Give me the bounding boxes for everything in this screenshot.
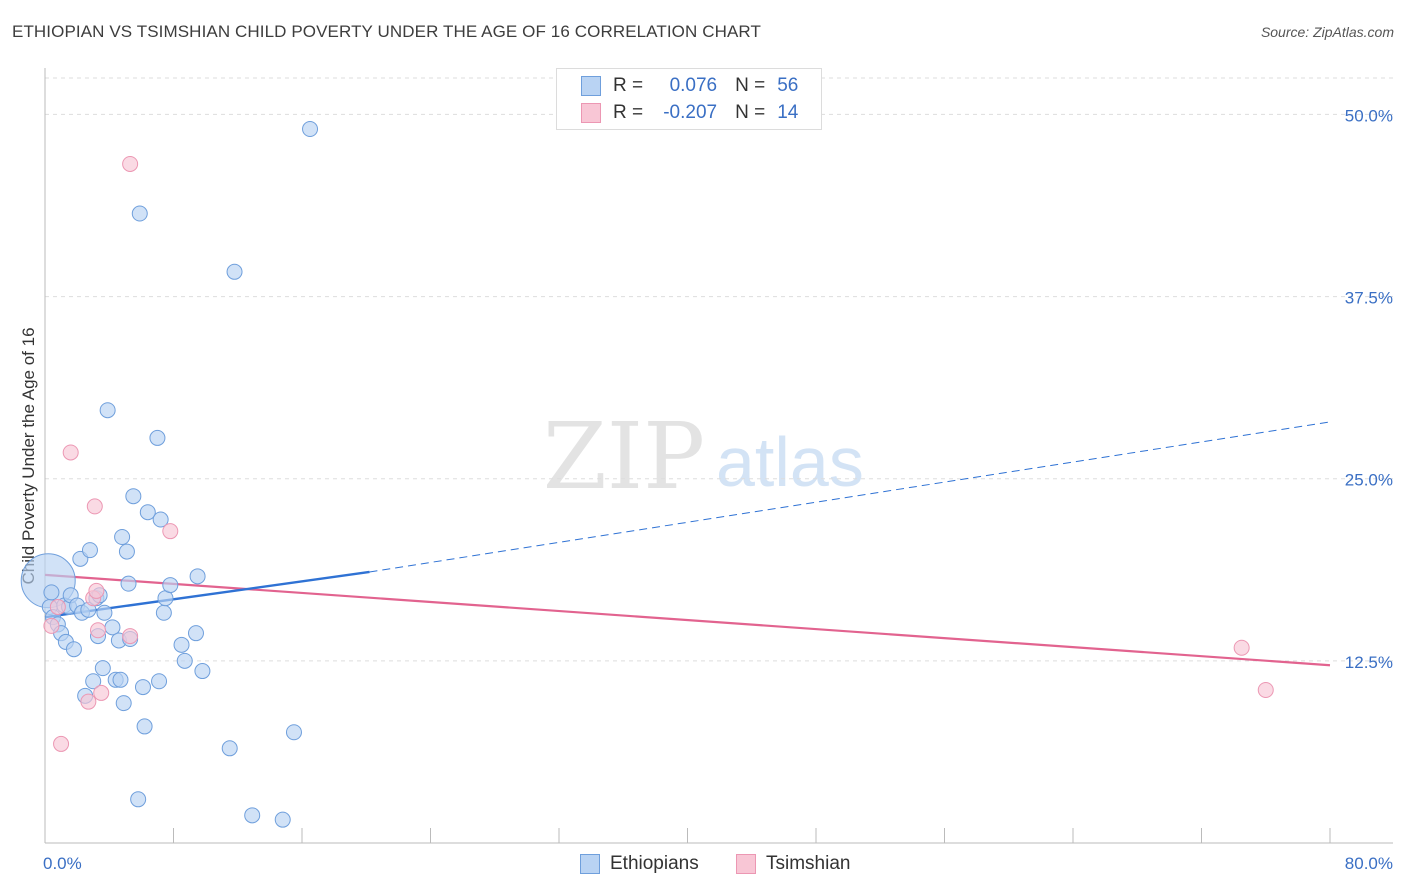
ethiopians-point <box>120 575 137 592</box>
legend-r-label: R = <box>613 102 644 123</box>
ethiopians-point <box>85 673 102 690</box>
y-tick-label: 50.0% <box>1345 106 1393 125</box>
tsimshian-point <box>1233 639 1250 656</box>
ethiopians-point <box>194 663 211 680</box>
legend-r-value: 0.076 <box>669 75 718 96</box>
chart-title: ETHIOPIAN VS TSIMSHIAN CHILD POVERTY UND… <box>12 22 761 41</box>
tsimshian-trend-line <box>44 573 1331 667</box>
y-tick-label: 37.5% <box>1345 289 1393 308</box>
tsimshian-point <box>1257 682 1274 698</box>
ethiopians-point <box>176 652 193 669</box>
ethiopians-point <box>114 529 131 545</box>
axes <box>44 68 1393 844</box>
watermark-zip: ZIP <box>543 403 705 510</box>
ethiopians-point <box>136 718 153 735</box>
tsimshian-point <box>88 582 105 599</box>
ethiopians-point <box>96 604 113 621</box>
tick-labels: 12.5% 25.0% 37.5% 50.0% 0.0% 80.0% <box>43 106 1393 873</box>
ethiopians-point <box>162 577 179 594</box>
legend-n-label: N = <box>735 75 766 96</box>
y-tick-label: 25.0% <box>1345 471 1393 490</box>
bottom-legend-swatch-ethiopians <box>580 854 600 874</box>
ethiopians-point <box>130 791 147 808</box>
bottom-legend-ethiopians: Ethiopians <box>580 852 699 876</box>
ethiopians-point <box>125 488 142 505</box>
legend-n-value: 56 <box>777 75 799 96</box>
ethiopians-point <box>131 205 148 222</box>
legend-swatch-tsimshian <box>581 103 601 123</box>
ethiopians-point <box>173 636 190 653</box>
ethiopians-point <box>139 504 156 521</box>
gridlines <box>45 77 1393 662</box>
correlation-legend: R = 0.076 N = 56 R = -0.207 N = 14 <box>556 68 822 130</box>
legend-swatch-ethiopians <box>581 76 601 96</box>
tsimshian-point <box>86 498 103 515</box>
bottom-legend-label-tsimshian: Tsimshian <box>766 853 851 874</box>
bottom-legend-tsimshian: Tsimshian <box>736 852 850 876</box>
tsimshian-point <box>43 617 60 634</box>
ethiopians-point <box>134 679 151 696</box>
legend-row-tsimshian: R = -0.207 N = 14 <box>581 102 798 124</box>
source-label: Source: ZipAtlas.com <box>1260 24 1394 40</box>
ethiopians-point <box>221 740 238 757</box>
watermark: ZIP atlas <box>543 403 864 510</box>
ethiopians-point <box>155 604 172 621</box>
y-tick-label: 12.5% <box>1345 653 1393 672</box>
legend-r-label: R = <box>613 75 644 96</box>
legend-n-value: 14 <box>777 102 799 123</box>
tsimshian-point <box>49 598 66 615</box>
ethiopians-point <box>189 568 206 585</box>
tsimshian-point <box>90 622 107 639</box>
tsimshian-point <box>93 684 110 701</box>
ethiopians-point <box>81 542 98 559</box>
series-ethiopians <box>20 121 319 828</box>
tsimshian-point <box>122 155 139 172</box>
ethiopians-trend-extension <box>369 421 1331 573</box>
tsimshian-point <box>162 523 179 540</box>
tsimshian-point <box>80 693 97 710</box>
ethiopians-point <box>112 671 129 688</box>
ethiopians-point <box>94 660 111 677</box>
ethiopians-point <box>99 402 116 419</box>
ethiopians-point <box>302 121 319 137</box>
tsimshian-point <box>122 628 139 645</box>
bottom-legend-swatch-tsimshian <box>736 854 756 874</box>
ethiopians-point <box>149 429 166 446</box>
ethiopians-point <box>43 584 60 601</box>
ethiopians-point <box>187 625 204 642</box>
ethiopians-point <box>115 695 132 712</box>
ethiopians-point <box>151 673 168 690</box>
ethiopians-point <box>244 807 261 824</box>
x-tick-label: 80.0% <box>1345 854 1393 873</box>
bottom-legend-label-ethiopians: Ethiopians <box>610 853 699 874</box>
ethiopians-point <box>118 543 135 560</box>
ethiopians-point <box>274 811 291 828</box>
legend-r-value: -0.207 <box>663 102 718 123</box>
legend-row-ethiopians: R = 0.076 N = 56 <box>581 75 798 97</box>
watermark-atlas: atlas <box>716 423 864 501</box>
legend-n-label: N = <box>735 102 766 123</box>
series-tsimshian <box>43 155 1274 752</box>
ethiopians-point <box>285 724 302 741</box>
tsimshian-point <box>53 735 70 752</box>
ethiopians-point <box>65 641 82 658</box>
ethiopians-point <box>152 511 169 528</box>
tsimshian-point <box>62 444 79 461</box>
ethiopians-point <box>226 263 243 280</box>
x-tick-label: 0.0% <box>43 854 82 873</box>
